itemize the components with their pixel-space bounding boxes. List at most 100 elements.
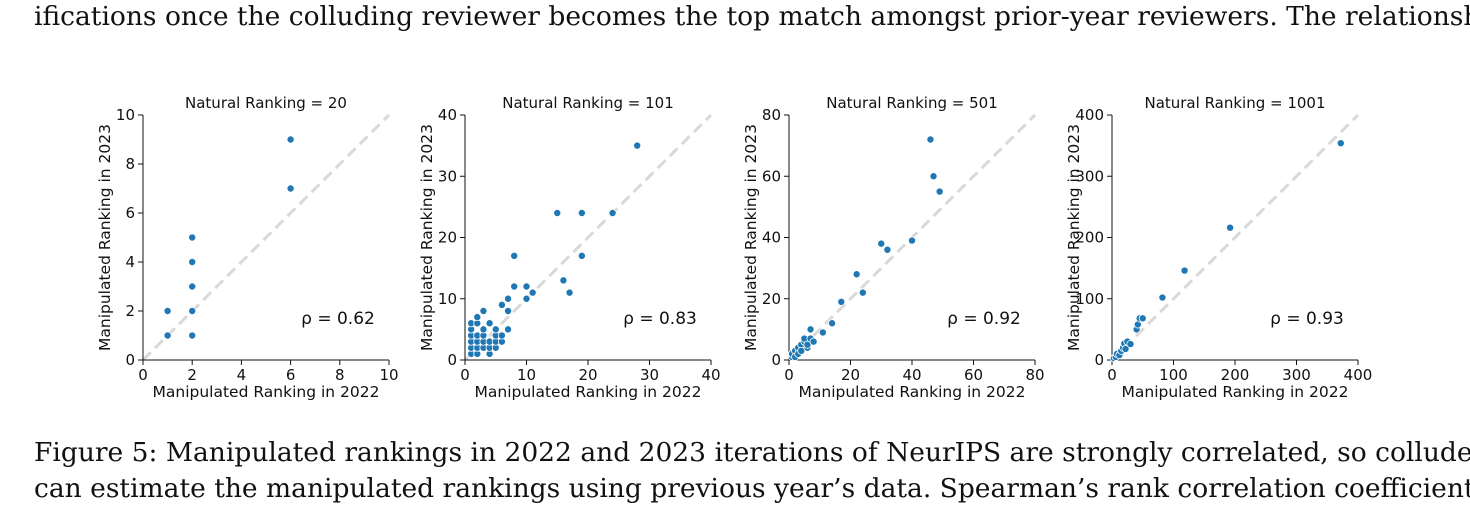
data-point — [497, 300, 506, 309]
data-point — [504, 294, 513, 303]
data-point — [1126, 340, 1135, 349]
y-tick-label: 4 — [125, 253, 135, 271]
y-tick-label: 6 — [125, 204, 135, 222]
data-point — [852, 270, 861, 279]
plot-title: Natural Ranking = 1001 — [1144, 94, 1325, 112]
data-point — [188, 306, 197, 315]
y-tick-label: 40 — [438, 106, 457, 124]
spearman-annotation: ρ = 0.83 — [623, 309, 697, 329]
data-point — [858, 288, 867, 297]
x-tick-label: 0 — [138, 366, 148, 384]
diagonal-reference-line — [1110, 113, 1360, 362]
data-point — [286, 135, 295, 144]
x-axis-label: Manipulated Ranking in 2022 — [799, 383, 1026, 401]
data-point — [504, 306, 513, 315]
diagonal-reference-line — [141, 113, 391, 362]
data-point — [473, 313, 482, 322]
data-point — [479, 325, 488, 334]
plot-title: Natural Ranking = 20 — [185, 94, 347, 112]
data-point — [1336, 139, 1345, 148]
data-point — [908, 236, 917, 245]
y-axis-label: Manipulated Ranking in 2023 — [418, 124, 436, 351]
data-point — [522, 282, 531, 291]
data-point — [565, 288, 574, 297]
data-point — [806, 325, 815, 334]
y-tick-label: 0 — [125, 351, 135, 369]
data-point — [883, 245, 892, 254]
data-point — [1180, 266, 1189, 275]
plot-title: Natural Ranking = 501 — [826, 94, 998, 112]
data-point — [504, 325, 513, 334]
subplot-1: Natural Ranking = 200 2 4 6 8 100246810Manipu… — [96, 94, 399, 401]
data-point — [510, 251, 519, 260]
y-axis-label: Manipulated Ranking in 2023 — [1065, 124, 1083, 351]
data-point — [188, 233, 197, 242]
data-point — [1138, 314, 1147, 323]
spearman-annotation: ρ = 0.93 — [1270, 309, 1344, 329]
data-point — [188, 331, 197, 340]
data-point — [553, 208, 562, 217]
y-tick-label: 100 — [1075, 290, 1104, 308]
y-tick-label: 300 — [1075, 167, 1104, 185]
data-point — [837, 297, 846, 306]
x-tick-label: 0 — [1107, 366, 1117, 384]
x-tick-label: 8 — [335, 366, 345, 384]
y-tick-label: 2 — [125, 302, 135, 320]
data-point — [828, 319, 837, 328]
figure-caption-line2: can estimate the manipulated rankings us… — [34, 473, 1470, 504]
data-point — [1121, 344, 1130, 353]
data-point — [577, 251, 586, 260]
x-tick-label: 0 — [460, 366, 470, 384]
data-point — [929, 172, 938, 181]
x-axis-label: Manipulated Ranking in 2022 — [153, 383, 380, 401]
data-point — [926, 135, 935, 144]
y-tick-label: 0 — [447, 351, 457, 369]
data-point — [188, 282, 197, 291]
y-axis-label: Manipulated Ranking in 2023 — [742, 124, 760, 351]
data-point — [818, 328, 827, 337]
y-tick-label: 8 — [125, 155, 135, 173]
x-tick-label: 4 — [237, 366, 247, 384]
y-tick-label: 200 — [1075, 229, 1104, 247]
y-tick-label: 60 — [762, 167, 781, 185]
data-point — [485, 319, 494, 328]
body-text-above: ifications once the colluding reviewer b… — [34, 1, 1470, 32]
data-point — [528, 288, 537, 297]
data-point — [559, 276, 568, 285]
spearman-annotation: ρ = 0.92 — [947, 309, 1021, 329]
y-tick-label: 0 — [1094, 351, 1104, 369]
data-point — [633, 141, 642, 150]
x-tick-label: 10 — [379, 366, 398, 384]
data-point — [577, 208, 586, 217]
data-point — [1158, 293, 1167, 302]
x-tick-label: 40 — [902, 366, 921, 384]
y-tick-label: 20 — [762, 290, 781, 308]
y-tick-label: 40 — [762, 229, 781, 247]
y-tick-label: 10 — [438, 290, 457, 308]
x-tick-label: 20 — [841, 366, 860, 384]
x-tick-label: 100 — [1159, 366, 1188, 384]
x-tick-label: 20 — [578, 366, 597, 384]
subplot-4: Natural Ranking = 1001 0 100 200 300 400 0 100 2… — [1065, 94, 1372, 401]
figure-caption: Figure 5: Manipulated rankings in 2022 a… — [34, 437, 1470, 468]
x-tick-label: 30 — [640, 366, 659, 384]
data-point — [510, 282, 519, 291]
data-point — [163, 331, 172, 340]
x-axis-label: Manipulated Ranking in 2022 — [475, 383, 702, 401]
x-tick-label: 400 — [1344, 366, 1373, 384]
data-point — [522, 294, 531, 303]
data-point — [497, 331, 506, 340]
data-point — [809, 337, 818, 346]
y-tick-label: 80 — [762, 106, 781, 124]
y-tick-label: 0 — [771, 351, 781, 369]
x-tick-label: 80 — [1025, 366, 1044, 384]
y-tick-label: 400 — [1075, 106, 1104, 124]
data-point — [608, 208, 617, 217]
figure-5: Natural Ranking = 200 2 4 6 8 100246810Manipu… — [96, 94, 1372, 401]
data-point — [163, 306, 172, 315]
y-tick-label: 20 — [438, 229, 457, 247]
data-point — [1226, 223, 1235, 232]
y-axis-label: Manipulated Ranking in 2023 — [96, 124, 114, 351]
